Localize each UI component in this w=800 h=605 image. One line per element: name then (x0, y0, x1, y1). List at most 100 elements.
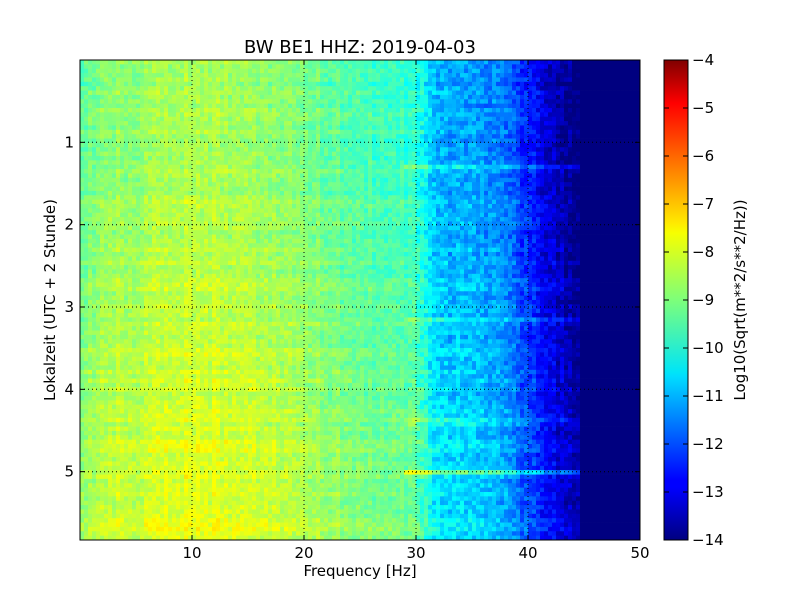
heatmap-cell (520, 90, 525, 96)
heatmap-cell (356, 160, 361, 166)
heatmap-cell (484, 129, 489, 135)
heatmap-cell (164, 208, 169, 214)
heatmap-cell (144, 77, 149, 83)
heatmap-cell (160, 195, 165, 201)
heatmap-cell (168, 81, 173, 87)
heatmap-cell (484, 195, 489, 201)
heatmap-cell (508, 86, 513, 91)
heatmap-cell (548, 99, 553, 105)
heatmap-cell (464, 160, 469, 166)
heatmap-cell (588, 116, 593, 122)
heatmap-cell (496, 103, 501, 109)
heatmap-cell (132, 129, 137, 135)
heatmap-cell (108, 151, 113, 157)
heatmap-cell (452, 64, 457, 70)
heatmap-cell (440, 138, 445, 144)
heatmap-cell (292, 195, 297, 201)
heatmap-cell (384, 199, 389, 205)
heatmap-cell (528, 90, 533, 96)
heatmap-cell (216, 186, 221, 192)
heatmap-cell (268, 169, 273, 174)
heatmap-cell (420, 134, 425, 139)
heatmap-cell (316, 112, 321, 118)
heatmap-cell (380, 125, 385, 131)
heatmap-cell (168, 177, 173, 183)
heatmap-cell (244, 204, 249, 209)
heatmap-cell (432, 112, 437, 118)
heatmap-cell (124, 64, 129, 70)
heatmap-cell (356, 147, 361, 153)
heatmap-cell (484, 142, 489, 148)
heatmap-cell (276, 99, 281, 105)
heatmap-cell (592, 103, 597, 109)
heatmap-cell (432, 129, 437, 135)
heatmap-cell (316, 147, 321, 153)
heatmap-cell (628, 77, 633, 83)
heatmap-cell (608, 182, 613, 187)
heatmap-cell (248, 151, 253, 157)
heatmap-cell (524, 81, 529, 87)
heatmap-cell (184, 77, 189, 83)
heatmap-cell (560, 77, 565, 83)
heatmap-cell (128, 173, 133, 179)
heatmap-cell (220, 73, 225, 78)
heatmap-cell (280, 64, 285, 70)
heatmap-cell (588, 86, 593, 91)
heatmap-cell (476, 116, 481, 122)
heatmap-cell (568, 190, 573, 196)
heatmap-cell (148, 164, 153, 170)
heatmap-cell (148, 156, 153, 161)
heatmap-cell (88, 134, 93, 139)
heatmap-cell (548, 125, 553, 131)
heatmap-cell (300, 142, 305, 148)
heatmap-cell (432, 208, 437, 214)
heatmap-cell (408, 60, 413, 65)
heatmap-cell (600, 60, 605, 65)
heatmap-cell (500, 68, 505, 74)
heatmap-cell (112, 199, 117, 205)
heatmap-cell (576, 90, 581, 96)
heatmap-cell (556, 151, 561, 157)
heatmap-cell (376, 60, 381, 65)
heatmap-cell (344, 121, 349, 126)
heatmap-cell (92, 94, 97, 100)
heatmap-cell (316, 190, 321, 196)
heatmap-cell (236, 68, 241, 74)
heatmap-cell (96, 138, 101, 144)
heatmap-cell (512, 108, 517, 113)
heatmap-cell (300, 208, 305, 214)
heatmap-cell (364, 77, 369, 83)
heatmap-cell (144, 73, 149, 78)
heatmap-cell (292, 81, 297, 87)
heatmap-cell (256, 156, 261, 161)
heatmap-cell (500, 164, 505, 170)
heatmap-cell (528, 199, 533, 205)
heatmap-cell (348, 112, 353, 118)
heatmap-cell (336, 204, 341, 209)
heatmap-cell (548, 204, 553, 209)
heatmap-cell (252, 121, 257, 126)
heatmap-cell (428, 60, 433, 65)
heatmap-cell (488, 186, 493, 192)
heatmap-cell (200, 99, 205, 105)
heatmap-cell (236, 160, 241, 166)
heatmap-cell (336, 112, 341, 118)
heatmap-cell (332, 60, 337, 65)
heatmap-cell (448, 129, 453, 135)
heatmap-cell (592, 169, 597, 174)
heatmap-cell (124, 116, 129, 122)
heatmap-cell (192, 177, 197, 183)
heatmap-cell (400, 68, 405, 74)
heatmap-cell (532, 147, 537, 153)
heatmap-cell (292, 186, 297, 192)
heatmap-cell (380, 199, 385, 205)
heatmap-cell (476, 151, 481, 157)
heatmap-cell (264, 164, 269, 170)
heatmap-cell (88, 99, 93, 105)
heatmap-cell (468, 204, 473, 209)
heatmap-cell (344, 64, 349, 70)
heatmap-cell (572, 108, 577, 113)
heatmap-cell (220, 195, 225, 201)
heatmap-cell (180, 199, 185, 205)
heatmap-cell (412, 164, 417, 170)
